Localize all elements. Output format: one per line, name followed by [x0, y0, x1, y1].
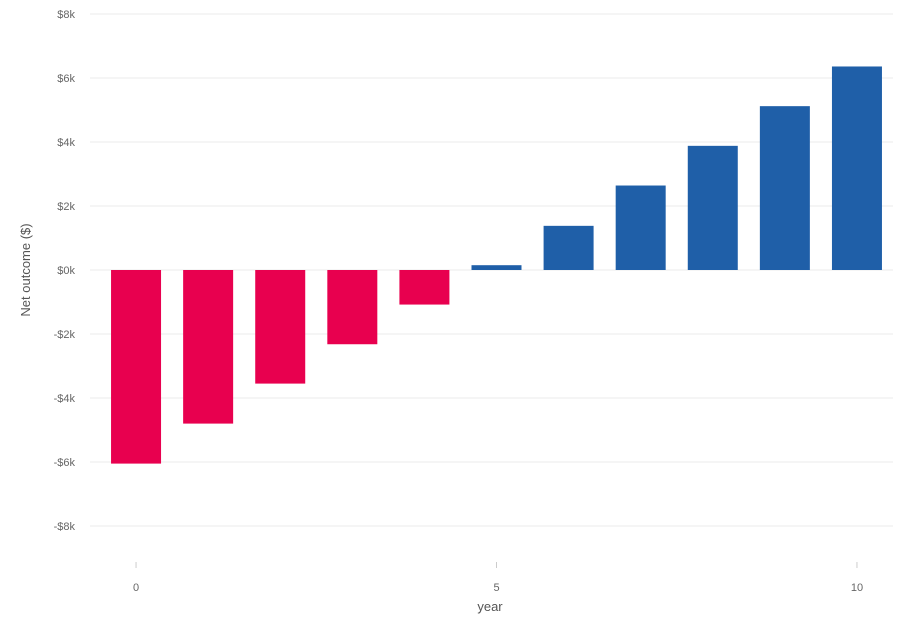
bars	[111, 66, 882, 464]
bar-year-6	[543, 225, 594, 270]
y-tick-label: $8k	[57, 9, 75, 21]
bar-year-4	[399, 270, 450, 305]
y-tick-label: $6k	[57, 73, 75, 85]
x-tick-label: 0	[133, 582, 139, 594]
y-tick-label: -$6k	[54, 457, 76, 469]
bar-year-3	[327, 270, 378, 345]
y-axis-title: Net outcome ($)	[18, 223, 33, 316]
x-axis-title: year	[477, 599, 503, 614]
bar-year-7	[615, 185, 666, 270]
bar-year-2	[255, 270, 306, 384]
bar-year-8	[687, 145, 738, 270]
bar-year-5	[471, 265, 522, 270]
y-tick-label: -$2k	[54, 329, 76, 341]
bar-year-9	[759, 106, 810, 270]
y-axis-ticks: $8k $6k $4k $2k $0k -$2k -$4k -$6k -$8k	[54, 9, 76, 533]
bar-year-1	[183, 270, 234, 424]
y-tick-label: $0k	[57, 265, 75, 277]
x-axis-ticks: 0 5 10	[133, 562, 863, 594]
bar-year-0	[111, 270, 162, 464]
x-tick-label: 10	[851, 582, 863, 594]
bar-year-10	[831, 66, 882, 270]
y-tick-label: -$8k	[54, 521, 76, 533]
y-tick-label: $4k	[57, 137, 75, 149]
x-tick-label: 5	[493, 582, 499, 594]
y-tick-label: $2k	[57, 201, 75, 213]
y-tick-label: -$4k	[54, 393, 76, 405]
